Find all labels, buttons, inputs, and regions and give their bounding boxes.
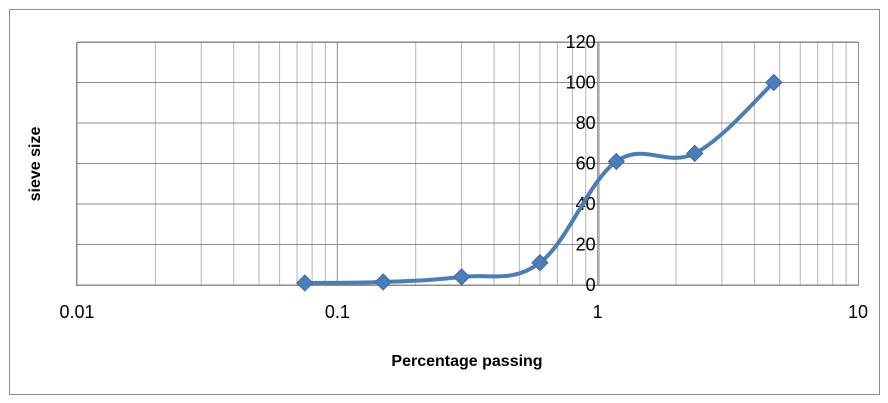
y-tick-label: 100 [566,73,596,93]
chart-frame [9,9,880,395]
data-point-marker [686,144,704,163]
y-axis-title: sieve size [27,127,44,202]
y-tick-label: 80 [576,113,596,133]
x-tick-label: 1 [593,302,603,322]
y-tick-label: 120 [566,32,596,52]
y-tick-label: 0 [586,275,596,295]
x-tick-labels: 0.01 0.1 1 10 [59,302,868,322]
data-point-marker [374,273,392,291]
gridlines [76,41,858,286]
x-tick-label: 0.01 [59,302,94,322]
data-point-marker [765,73,783,92]
x-tick-label: 0.1 [325,302,350,322]
y-tick-label: 60 [576,154,596,174]
data-point-marker [607,152,626,171]
data-point-marker [452,268,471,286]
x-axis-title: Percentage passing [391,353,542,370]
data-series [296,73,783,292]
y-tick-label: 20 [576,235,596,255]
data-point-marker [296,274,314,292]
x-tick-label: 10 [848,302,868,322]
data-point-marker [531,254,549,272]
